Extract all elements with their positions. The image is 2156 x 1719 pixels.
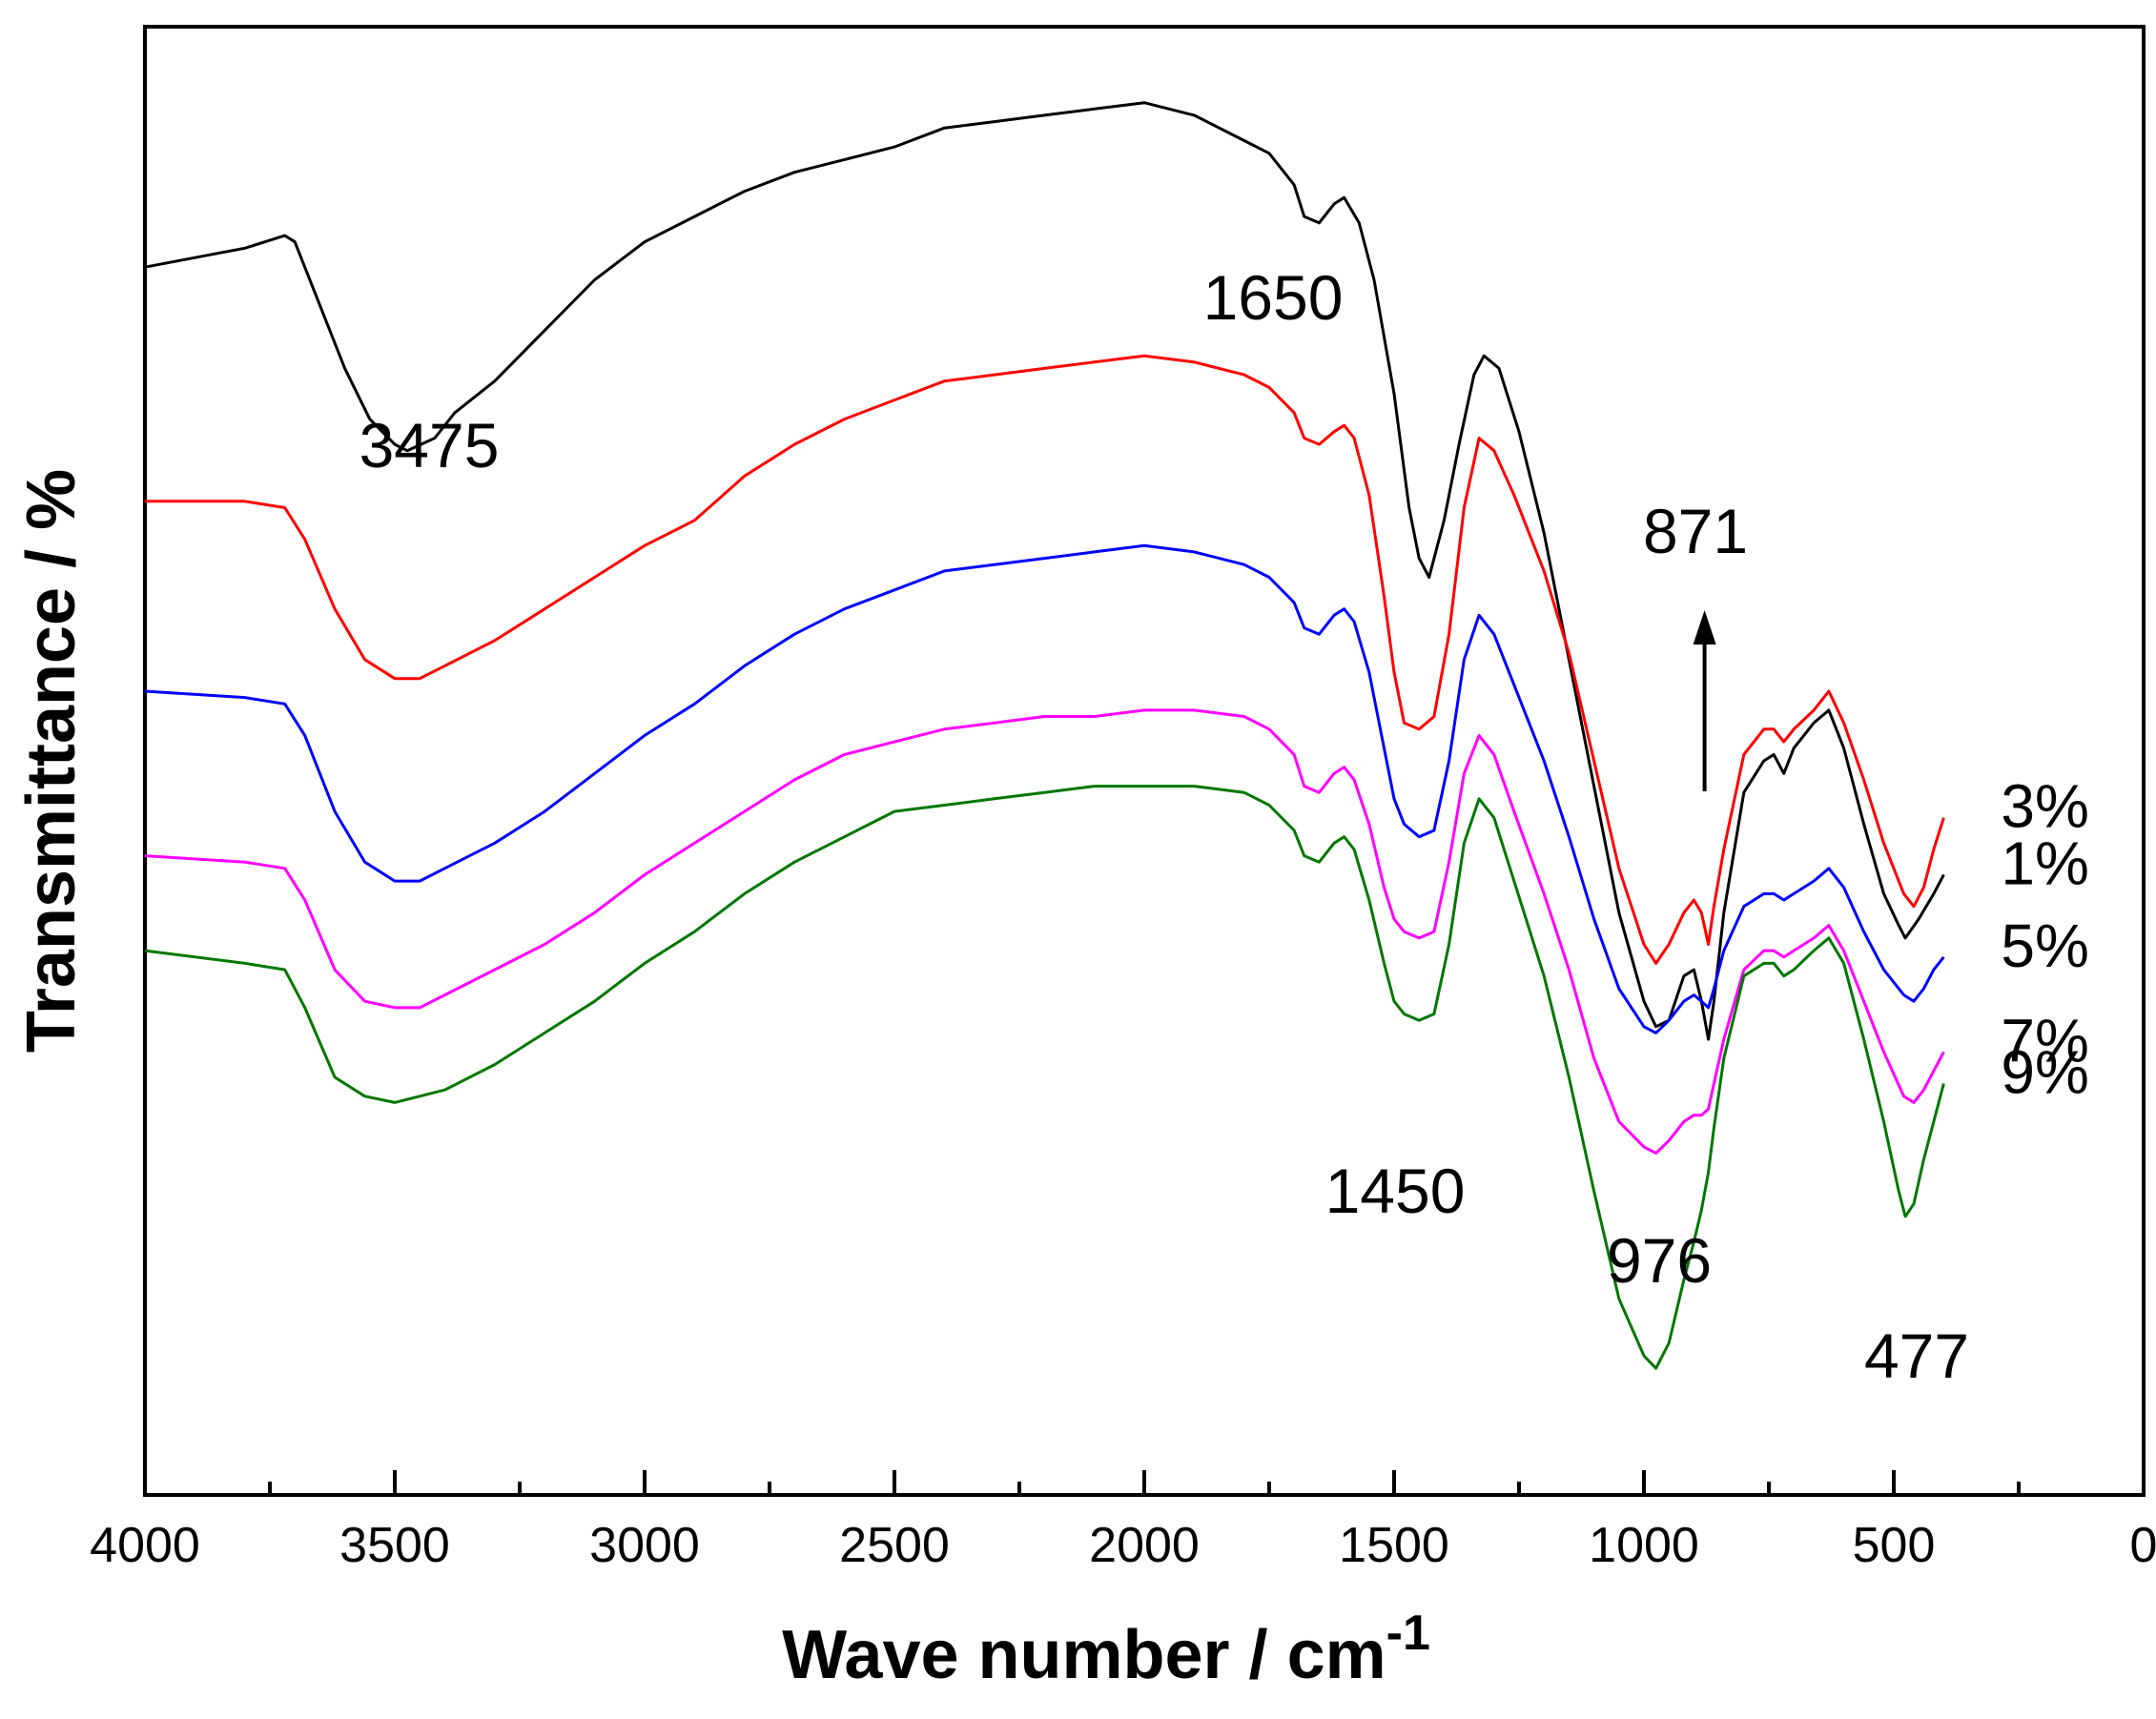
x-axis-title: Wave number / cm-1 [782,1606,1430,1693]
x-tick-label: 3000 [589,1518,700,1573]
series-line-9pct [144,785,1945,1370]
series-label: 1% [2001,829,2089,897]
y-axis-title: Transmittance / % [13,469,90,1053]
series-label: 3% [2001,772,2089,841]
series-line-7pct [144,708,1945,1156]
peak-annotations: 3475 1650 871 1450 976 477 [359,262,1969,1391]
peak-label: 871 [1643,496,1748,566]
x-tick-label: 2000 [1089,1518,1200,1573]
x-tick-label: 4000 [90,1518,200,1573]
series-line-5pct [144,543,1945,1034]
series-layer [144,101,1945,1370]
x-axis-title-superscript: -1 [1386,1606,1430,1661]
peak-label: 1650 [1203,262,1344,333]
series-label: 7% [2001,1006,2089,1074]
peak-label: 3475 [359,410,500,481]
series-line-3pct [145,354,1945,965]
x-tick-label: 1500 [1339,1518,1449,1573]
peak-label: 477 [1864,1320,1969,1391]
series-line-1pct [144,101,1945,1041]
x-tick-label: 1000 [1589,1518,1699,1573]
plot-frame [143,25,2146,1497]
x-axis-title-text: Wave number / cm [782,1617,1386,1693]
x-tick-label: 500 [1853,1518,1936,1573]
series-labels: 1%3% 5% 7%9% [2001,772,2089,1107]
x-tick-label: 0 [2130,1518,2156,1573]
series-label: 5% [2001,911,2089,980]
peak-label: 1450 [1325,1156,1466,1226]
peak-arrow-head [1693,610,1716,645]
x-tick-label: 2500 [839,1518,950,1573]
x-tick-label: 3500 [339,1518,450,1573]
series-label: 9% [2001,1038,2089,1107]
peak-label: 976 [1607,1225,1712,1296]
x-axis-ticks: 4000 3500 3000 2500 2000 1500 1000 500 0 [90,1470,2156,1573]
